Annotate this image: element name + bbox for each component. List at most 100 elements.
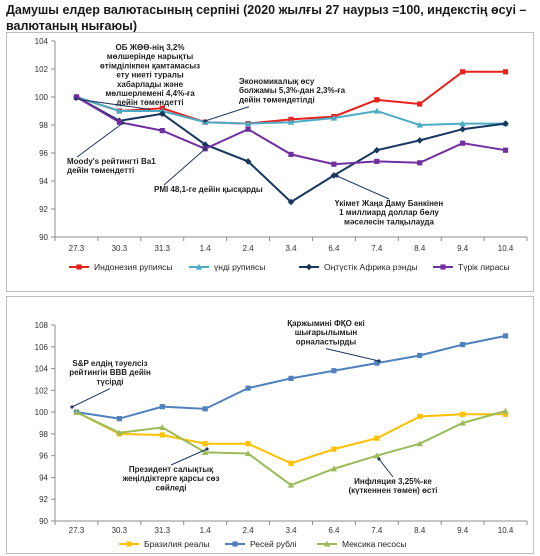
annotation-arrow xyxy=(71,388,111,408)
legend-label: Ресей рублі xyxy=(250,539,297,549)
legend-label: Индонезия рупиясы xyxy=(94,262,173,272)
data-point xyxy=(417,160,423,166)
data-point xyxy=(288,460,294,466)
annotation-arrow-head xyxy=(70,405,74,409)
data-point xyxy=(116,416,122,422)
data-point xyxy=(416,121,423,128)
data-point xyxy=(374,360,380,366)
data-point xyxy=(330,465,338,472)
series-2 xyxy=(73,333,509,422)
y-tick-label: 104 xyxy=(35,365,49,374)
data-point xyxy=(373,452,381,459)
x-tick-label: 6.4 xyxy=(328,526,340,535)
annotation-text: S&P елдің тәуелсіз рейтингін BBB дейін түс… xyxy=(69,359,151,386)
chart-1-svg: 90 92 94 96 98 100 102 104 27.3 30.3 31.3 1.4 2.4 3.4… xyxy=(35,37,528,272)
data-point xyxy=(331,161,337,167)
x-tick-label: 27.3 xyxy=(69,244,85,253)
annotation-3: Moody's рейтингті Ba1 дейін төмендетті xyxy=(67,121,156,175)
data-point xyxy=(460,411,466,417)
data-point xyxy=(502,411,509,417)
legend-item-3: Мексика песосы xyxy=(317,539,406,549)
y-tick-label: 92 xyxy=(39,205,48,214)
x-tick-label: 1.4 xyxy=(200,526,212,535)
annotation-text: ОБ ЖӨӨ-нің 3,2% мөлшерінде нарықты өтімділ… xyxy=(100,43,200,107)
annotation-arrow xyxy=(170,448,208,466)
data-point xyxy=(244,158,252,165)
data-point xyxy=(116,107,123,114)
annotation-text: PMI 48,1-ге дейін қысқарды xyxy=(154,185,263,194)
x-tick-label: 6.4 xyxy=(328,244,340,253)
data-point xyxy=(126,541,132,547)
legend-item-2: Ресей рублі xyxy=(225,539,297,549)
data-point xyxy=(331,368,337,374)
data-point xyxy=(330,114,338,121)
x-tick-label: 10.4 xyxy=(498,526,514,535)
data-point xyxy=(459,120,466,127)
legend-item-1: Бразилия реалы xyxy=(119,539,210,549)
data-point xyxy=(417,101,423,107)
data-point xyxy=(287,119,295,125)
data-point xyxy=(440,264,446,270)
legend-item-3: Оңтүстік Африка рэнды xyxy=(299,262,418,272)
legend-item-2: үнді рупиясы xyxy=(189,262,265,272)
data-point xyxy=(502,407,509,414)
data-point xyxy=(417,352,423,359)
y-tick-label: 98 xyxy=(39,121,48,130)
y-tick-label: 92 xyxy=(39,495,48,504)
annotation-arrow xyxy=(204,106,250,122)
data-point xyxy=(116,119,122,125)
annotation-arrow-head xyxy=(74,97,78,101)
annotation-text: Қаржымині ФҚО екі шығарылымын орналастырды xyxy=(287,319,365,346)
data-point xyxy=(502,147,509,153)
annotation-2: S&P елдің тәуелсіз рейтингін BBB дейін түс… xyxy=(69,359,151,409)
y-tick-label: 98 xyxy=(39,430,48,439)
data-point xyxy=(158,110,166,118)
data-point xyxy=(116,429,123,436)
data-point xyxy=(159,432,165,438)
data-point xyxy=(232,541,238,547)
data-point xyxy=(502,120,509,127)
y-tick-label: 90 xyxy=(39,517,48,526)
legend-label: Түрік лирасы xyxy=(458,262,510,272)
annotation-arrow-head xyxy=(335,174,339,178)
data-point xyxy=(331,446,337,452)
x-tick-label: 8.4 xyxy=(414,244,426,253)
data-point xyxy=(416,137,424,144)
data-point xyxy=(244,450,252,457)
y-tick-label: 104 xyxy=(35,37,49,46)
x-tick-label: 30.3 xyxy=(112,526,128,535)
data-point xyxy=(195,263,203,270)
chart-panel-latam-russia: 90 92 94 96 98 100 102 104 106 108 27.3 30.3 31.3 1.4… xyxy=(6,296,534,554)
annotation-1: ОБ ЖӨӨ-нің 3,2% мөлшерінде нарықты өтімділ… xyxy=(74,43,200,110)
data-point xyxy=(287,481,295,488)
x-tick-label: 3.4 xyxy=(285,526,297,535)
y-tick-label: 96 xyxy=(39,149,48,158)
data-point xyxy=(323,540,331,547)
y-tick-label: 106 xyxy=(35,343,49,352)
annotation-2: Экономикалық өсу болжамы 5,3%-дан 2,3%-ға… xyxy=(203,77,346,123)
legend-label: үнді рупиясы xyxy=(214,262,265,272)
data-point xyxy=(201,449,209,455)
annotation-text: Инфляция 3,25%-ке (күткеннен төмен) өсті xyxy=(348,477,437,495)
x-tick-label: 7.4 xyxy=(371,526,383,535)
data-point xyxy=(159,404,165,410)
annotation-arrow xyxy=(336,175,390,200)
annotation-text: Экономикалық өсу болжамы 5,3%-дан 2,3%-ға… xyxy=(239,77,346,104)
y-tick-label: 94 xyxy=(39,473,48,482)
data-point xyxy=(460,140,466,146)
y-tick-label: 90 xyxy=(39,233,48,242)
series-3 xyxy=(73,407,509,488)
y-tick-label: 94 xyxy=(39,177,48,186)
y-tick-label: 102 xyxy=(35,65,49,74)
data-point xyxy=(245,126,251,132)
annotation-arrow-head xyxy=(377,457,381,461)
data-point xyxy=(73,408,80,415)
annotation-arrow-head xyxy=(205,447,209,451)
data-point xyxy=(460,69,466,75)
legend-label: Мексика песосы xyxy=(342,539,406,549)
x-tick-label: 8.4 xyxy=(414,526,426,535)
legend-item-4: Түрік лирасы xyxy=(433,262,510,272)
annotation-arrow-head xyxy=(203,119,207,123)
y-tick-label: 102 xyxy=(35,386,49,395)
series-line xyxy=(75,96,506,204)
